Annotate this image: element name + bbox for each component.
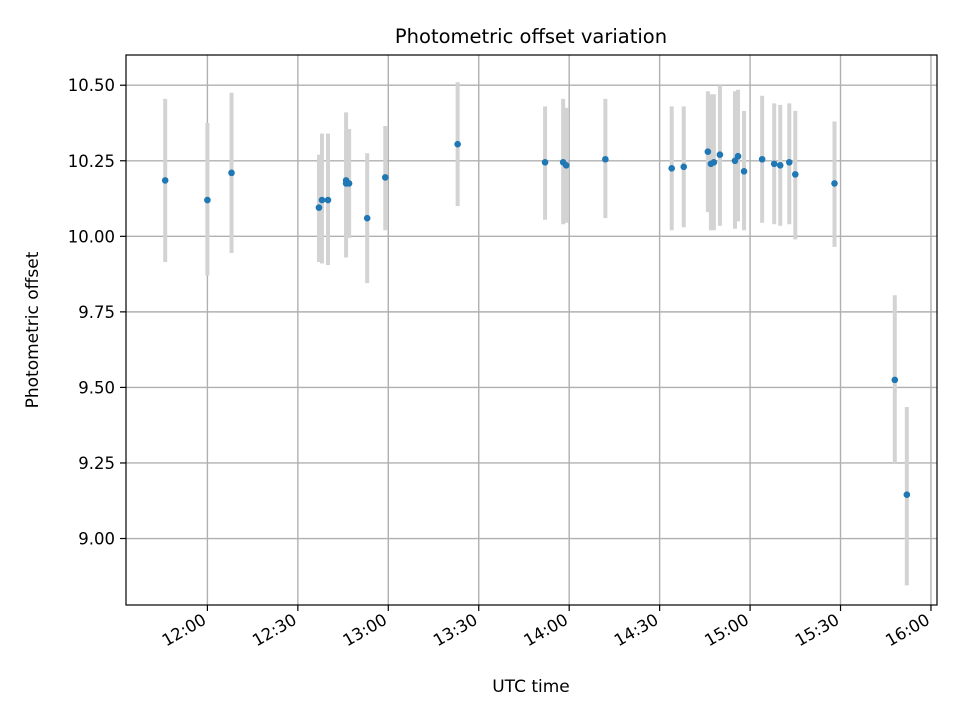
data-point [668, 165, 675, 172]
y-tick-label: 10.50 [68, 76, 115, 95]
y-tick-label: 9.00 [78, 530, 115, 549]
chart-title: Photometric offset variation [395, 25, 667, 48]
data-point [381, 174, 389, 181]
data-point [734, 152, 742, 160]
data-point [161, 177, 169, 184]
data-point [770, 160, 778, 168]
data-point [704, 148, 712, 156]
y-tick-label: 9.50 [78, 378, 115, 397]
data-point [776, 162, 784, 169]
data-point [315, 204, 323, 211]
data-point [891, 376, 899, 384]
data-point [324, 196, 332, 204]
y-tick-label: 10.00 [68, 227, 115, 246]
data-point [602, 155, 609, 163]
data-points [161, 140, 911, 498]
data-point [541, 158, 549, 166]
data-point [740, 168, 748, 175]
data-point [785, 158, 793, 166]
plot-frame [125, 54, 938, 606]
y-axis-ticks: 9.00 9.25 9.50 9.75 10.00 10.25 10.50 [68, 76, 126, 549]
data-point [363, 214, 371, 222]
data-point [228, 169, 235, 177]
data-point [318, 196, 326, 204]
y-tick-label: 9.25 [78, 454, 115, 473]
data-point [680, 163, 688, 171]
data-point [454, 140, 461, 148]
grid [126, 55, 937, 605]
data-point [903, 491, 911, 498]
data-point [345, 180, 353, 187]
data-point [716, 151, 724, 159]
y-tick-label: 10.25 [68, 152, 115, 171]
data-point [710, 158, 718, 166]
data-point [562, 162, 570, 169]
y-axis-label: Photometric offset [23, 251, 43, 408]
y-tick-label: 9.75 [78, 303, 115, 322]
data-point [204, 196, 211, 204]
data-point [758, 155, 766, 163]
data-point [831, 180, 838, 187]
data-point [792, 171, 799, 178]
x-axis-label: UTC time [492, 677, 570, 697]
